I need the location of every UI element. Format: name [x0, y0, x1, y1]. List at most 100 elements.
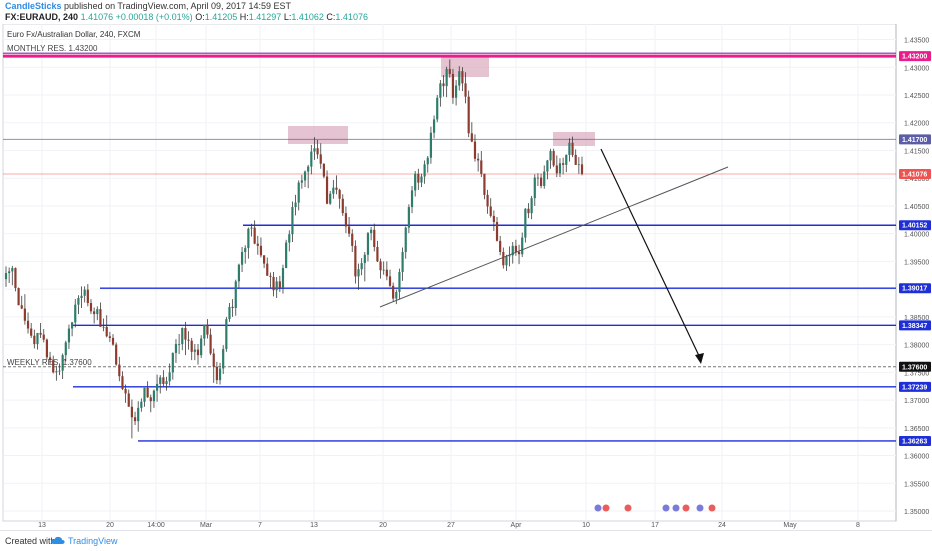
- candle: [127, 389, 130, 407]
- y-tick-label: 1.43500: [904, 38, 929, 45]
- candle: [14, 267, 17, 292]
- candle-body: [23, 308, 26, 321]
- candle-body: [451, 73, 455, 98]
- candle: [193, 344, 196, 361]
- candle-body: [404, 227, 407, 252]
- candle-body: [360, 263, 363, 270]
- candle: [470, 122, 473, 143]
- candle: [530, 195, 533, 220]
- candle: [42, 329, 45, 343]
- tradingview-brand[interactable]: TradingView: [68, 536, 118, 546]
- candle: [105, 315, 108, 338]
- candle: [370, 227, 373, 241]
- candle: [473, 134, 477, 162]
- candle-body: [354, 245, 357, 277]
- ascending-trendline[interactable]: [379, 166, 729, 308]
- projection-arrow[interactable]: [600, 148, 702, 361]
- candle-body: [527, 208, 530, 214]
- candle-body: [64, 342, 67, 356]
- candle-body: [370, 229, 373, 234]
- price-tag-label: 1.41076: [902, 171, 927, 178]
- candle: [83, 286, 86, 303]
- candle: [495, 217, 499, 242]
- candle-body: [552, 151, 555, 166]
- candle-body: [307, 166, 310, 172]
- candle-body: [288, 234, 291, 243]
- supply-zone-top: [441, 55, 489, 77]
- candle: [489, 198, 492, 218]
- candle-body: [388, 276, 392, 286]
- candle: [130, 399, 134, 439]
- candle-body: [562, 163, 565, 165]
- candle-body: [505, 256, 508, 266]
- candle-body: [420, 176, 423, 183]
- candle-body: [275, 281, 278, 291]
- candle: [61, 353, 64, 379]
- chart-area[interactable]: Euro Fx/Australian Dollar, 240, FXCM MON…: [0, 23, 932, 530]
- candle: [322, 163, 326, 179]
- candle-body: [281, 268, 285, 289]
- candle: [20, 295, 23, 310]
- price-tag-bg: [899, 320, 931, 331]
- candle: [445, 66, 448, 98]
- candle: [171, 352, 174, 380]
- candle-body: [99, 309, 102, 327]
- ohlc-line: FX:EURAUD, 240 1.41076 +0.00018 (+0.01%)…: [5, 12, 368, 22]
- x-tick-label: Apr: [511, 522, 523, 529]
- candle-body: [26, 320, 30, 329]
- candle: [354, 240, 357, 284]
- candle: [228, 303, 231, 322]
- candle: [549, 148, 552, 169]
- high-label: H:: [239, 12, 249, 22]
- candle: [558, 158, 562, 178]
- candle-body: [517, 251, 521, 255]
- candle: [514, 239, 518, 256]
- author-link[interactable]: CandleSticks: [5, 1, 62, 11]
- candle-body: [395, 291, 398, 299]
- y-tick-label: 1.37000: [904, 398, 929, 405]
- y-tick-label: 1.40000: [904, 232, 929, 239]
- candle: [467, 90, 470, 138]
- candle: [527, 203, 530, 219]
- candle: [240, 246, 244, 272]
- candle-body: [514, 245, 518, 252]
- chart-title: Euro Fx/Australian Dollar, 240, FXCM: [7, 30, 141, 39]
- candle: [414, 170, 417, 197]
- candle-body: [102, 326, 105, 328]
- candle: [272, 271, 275, 297]
- candle-body: [385, 269, 388, 277]
- y-tick-label: 1.38500: [904, 315, 929, 322]
- candle-body: [414, 173, 417, 191]
- candle-body: [93, 311, 96, 315]
- candle: [237, 263, 241, 288]
- candle-body: [250, 227, 253, 229]
- candle: [124, 384, 127, 403]
- candle-body: [86, 289, 89, 304]
- candle-body: [379, 261, 382, 271]
- candle: [565, 154, 568, 173]
- candle-body: [410, 190, 414, 208]
- candle: [70, 321, 74, 337]
- candle: [222, 345, 225, 375]
- candle: [316, 139, 319, 159]
- candle: [215, 361, 218, 384]
- candle: [480, 151, 483, 178]
- x-tick-label: 17: [651, 522, 659, 529]
- candle-body: [178, 344, 181, 345]
- price-tag-bg: [899, 134, 931, 145]
- event-icons[interactable]: [594, 504, 716, 512]
- candle-body: [543, 171, 546, 186]
- candle-body: [568, 142, 571, 155]
- candle-body: [539, 177, 543, 186]
- candle: [93, 307, 96, 324]
- y-tick-label: 1.36000: [904, 454, 929, 461]
- candle: [30, 322, 33, 338]
- candle: [543, 165, 546, 189]
- candle-body: [549, 151, 552, 161]
- candle: [429, 126, 433, 164]
- candle: [36, 332, 39, 350]
- candlestick-chart[interactable]: Euro Fx/Australian Dollar, 240, FXCM MON…: [0, 23, 932, 530]
- candle-body: [137, 407, 140, 422]
- candle-body: [244, 248, 247, 252]
- x-tick-label: 7: [258, 522, 262, 529]
